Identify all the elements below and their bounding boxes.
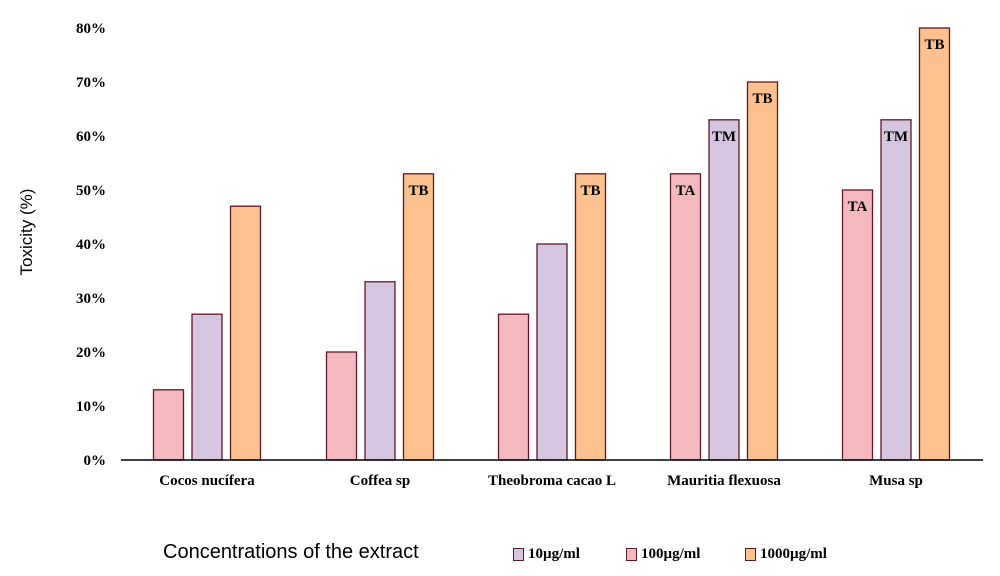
legend-swatch-1 (513, 548, 524, 561)
legend-label-2: 100µg/ml (641, 546, 701, 562)
bar (152, 389, 185, 461)
legend-label-1: 10µg/ml (528, 546, 580, 562)
legend-swatch-3 (745, 548, 756, 561)
x-category-label: Cocos nucífera (159, 473, 255, 489)
bar (402, 173, 435, 461)
x-axis-categories: Cocos nucífera Coffea sp Theobroma cacao L… (159, 473, 923, 489)
bar (497, 313, 530, 461)
x-category-label: Theobroma cacao L (488, 473, 616, 489)
bar (229, 205, 262, 461)
legend-swatch-2 (626, 548, 637, 561)
bar (841, 189, 874, 461)
y-tick-label: 50% (76, 183, 106, 199)
y-tick-label: 60% (76, 129, 106, 145)
bar (918, 27, 951, 461)
legend-label-3: 1000µg/ml (760, 546, 827, 562)
bar (746, 81, 779, 461)
y-axis-label: Toxicity (%) (17, 189, 36, 276)
bar-annotation: TB (752, 91, 772, 107)
bar-annotation: TB (408, 183, 428, 199)
bar-annotation: TA (848, 199, 868, 215)
bar (364, 281, 396, 461)
legend-item-3: 1000µg/ml (745, 546, 827, 563)
bar-annotation: TM (712, 129, 736, 145)
bar (191, 313, 223, 461)
x-axis-label: Concentrations of the extract (163, 541, 419, 563)
bar (325, 351, 358, 461)
y-tick-label: 30% (76, 291, 106, 307)
y-tick-label: 0% (84, 453, 107, 469)
x-category-label: Mauritia flexuosa (667, 473, 781, 489)
x-category-label: Coffea sp (350, 473, 410, 489)
bar (708, 119, 740, 461)
y-tick-label: 70% (76, 75, 106, 91)
bar (880, 119, 912, 461)
bar (536, 243, 568, 461)
bar (574, 173, 607, 461)
bar-annotation: TB (580, 183, 600, 199)
y-tick-label: 20% (76, 345, 106, 361)
bar-annotation: TB (924, 37, 944, 53)
x-category-label: Musa sp (869, 473, 923, 489)
bar (669, 173, 702, 461)
y-tick-label: 40% (76, 237, 106, 253)
legend-item-1: 10µg/ml (513, 546, 580, 563)
bar-annotation: TM (884, 129, 908, 145)
y-tick-label: 10% (76, 399, 106, 415)
bar-annotation: TA (676, 183, 696, 199)
y-tick-label: 80% (76, 21, 106, 37)
bars: TA TA TM TM TB TB TB TB (152, 27, 951, 461)
y-axis-ticks: 0% 10% 20% 30% 40% 50% 60% 70% 80% (76, 21, 106, 469)
legend-item-2: 100µg/ml (626, 546, 700, 563)
